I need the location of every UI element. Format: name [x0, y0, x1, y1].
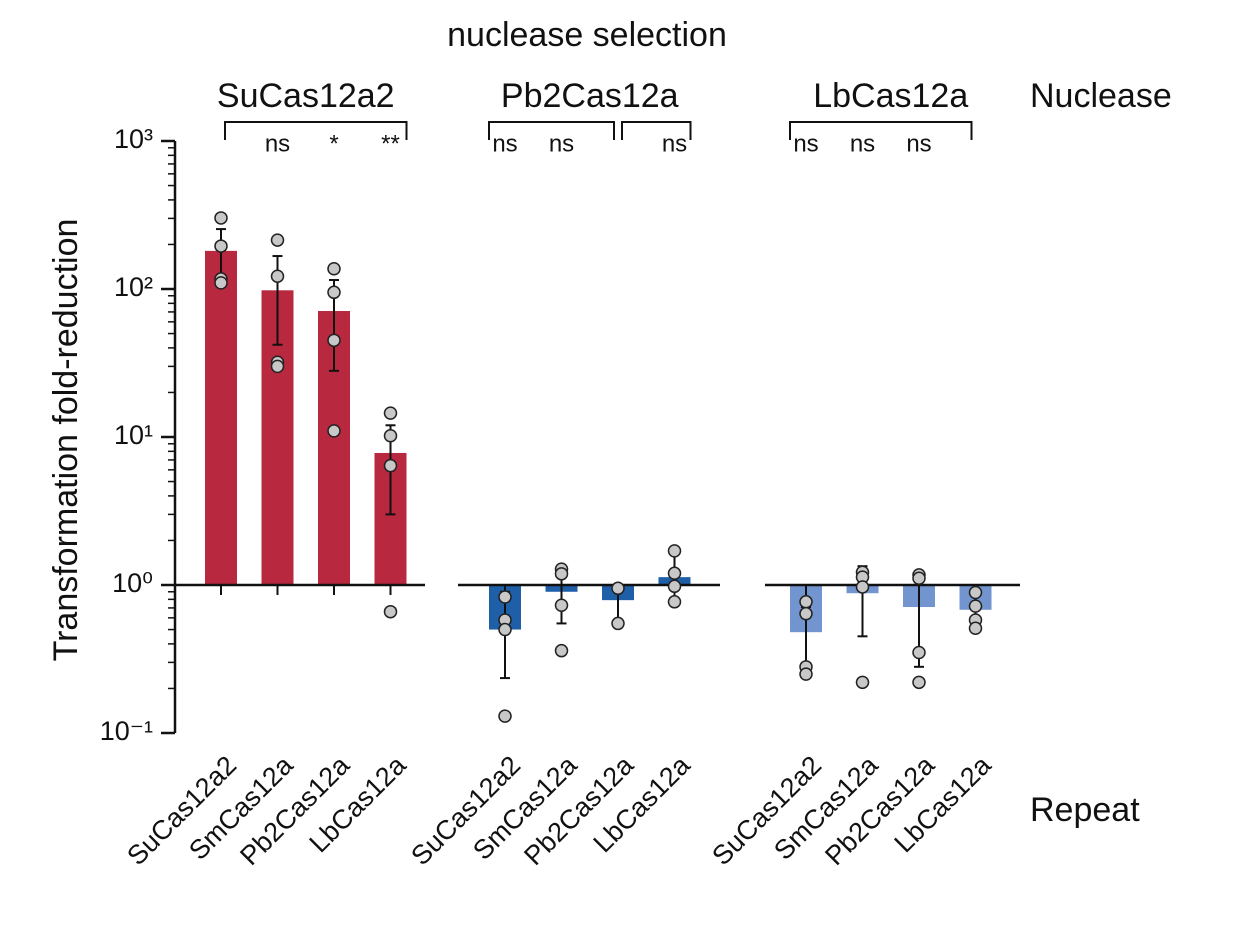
replicate-point: [968, 585, 983, 600]
bracket: [621, 121, 692, 140]
y-tick-label: 10⁻¹: [100, 716, 153, 746]
replicate-point: [912, 571, 926, 586]
replicate-point: [667, 595, 682, 609]
y-tick-label: 10²: [114, 272, 153, 302]
replicate-point: [968, 599, 983, 613]
significance-label: *: [329, 130, 338, 157]
replicate-point: [799, 606, 813, 621]
replicate-point: [912, 645, 926, 660]
replicate-point: [554, 567, 569, 581]
replicate-point: [968, 621, 983, 636]
replicate-point: [611, 616, 625, 631]
replicate-point: [214, 239, 228, 253]
replicate-point: [554, 598, 569, 612]
bracket: [488, 121, 615, 140]
replicate-point: [383, 458, 398, 473]
replicate-point: [611, 581, 625, 596]
significance-label: ns: [793, 130, 818, 157]
panel-title: LbCas12a: [813, 77, 968, 115]
replicate-point: [327, 424, 341, 438]
significance-label: ns: [662, 130, 687, 157]
y-tick-label: 10⁰: [112, 568, 153, 598]
replicate-point: [855, 675, 870, 690]
bar: [205, 250, 237, 585]
replicate-point: [214, 211, 228, 225]
y-tick-label: 10¹: [114, 420, 153, 450]
significance-label: ns: [265, 130, 290, 157]
replicate-point: [554, 643, 569, 658]
panel-title: SuCas12a2: [217, 77, 395, 115]
replicate-point: [383, 604, 398, 619]
replicate-point: [799, 667, 813, 681]
replicate-point: [270, 359, 285, 374]
replicate-point: [327, 285, 341, 300]
replicate-point: [667, 566, 682, 581]
y-tick-label: 10³: [114, 124, 153, 154]
significance-label: ns: [549, 130, 574, 157]
bracket: [789, 121, 973, 140]
significance-label: ns: [850, 130, 875, 157]
nuclease-label: Nuclease: [1030, 77, 1172, 115]
replicate-point: [327, 333, 341, 348]
repeat-label: Repeat: [1030, 791, 1140, 829]
significance-label: **: [381, 130, 400, 157]
chart-title: nuclease selection: [447, 16, 727, 54]
significance-label: ns: [906, 130, 931, 157]
significance-label: ns: [492, 130, 517, 157]
replicate-point: [270, 269, 285, 283]
replicate-point: [383, 406, 398, 420]
replicate-point: [270, 233, 285, 247]
replicate-point: [214, 276, 228, 290]
replicate-point: [498, 709, 512, 723]
y-axis-label: Transformation fold-reduction: [47, 219, 85, 662]
replicate-point: [667, 544, 682, 558]
replicate-point: [498, 622, 512, 637]
replicate-point: [912, 675, 926, 690]
bracket: [224, 121, 408, 140]
replicate-point: [667, 579, 682, 594]
replicate-point: [383, 428, 398, 443]
replicate-point: [799, 595, 813, 609]
panel-title: Pb2Cas12a: [501, 77, 679, 115]
replicate-point: [498, 590, 512, 604]
replicate-point: [855, 580, 870, 594]
replicate-point: [327, 262, 341, 276]
